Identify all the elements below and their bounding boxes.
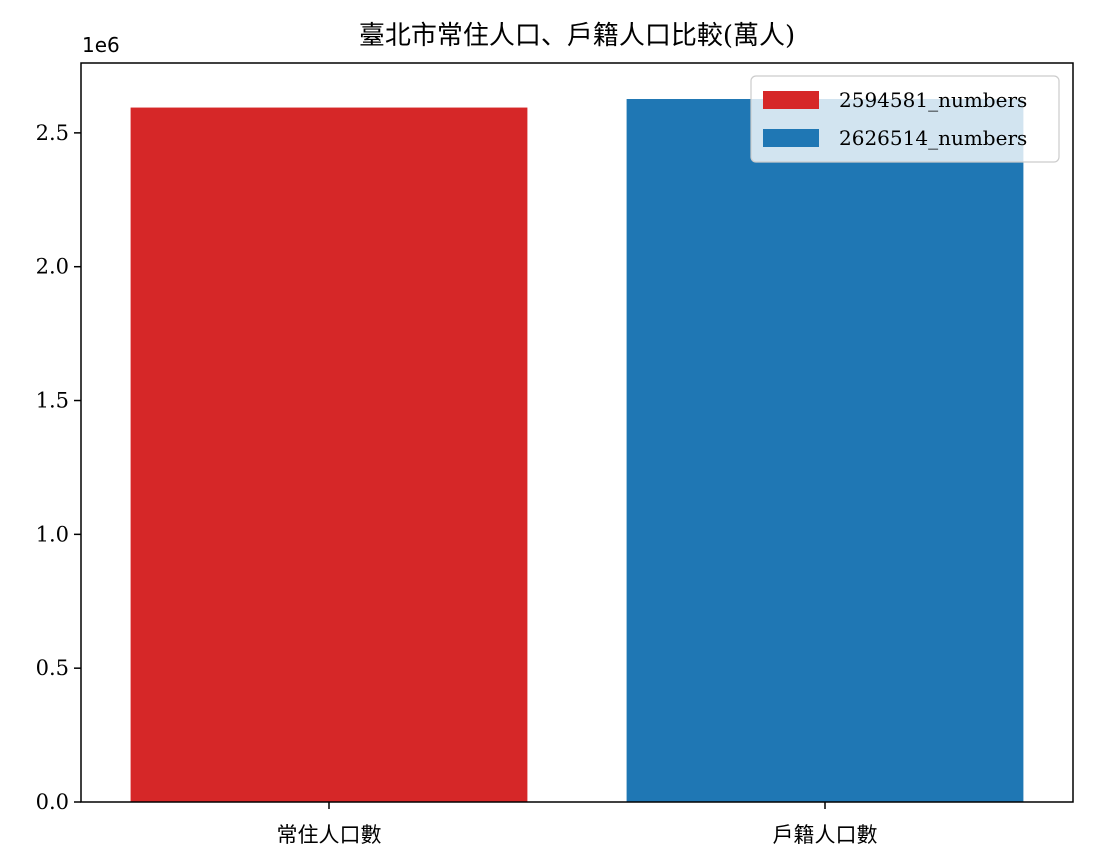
y-tick-label: 1.0	[36, 522, 69, 546]
y-tick-label: 2.5	[36, 121, 69, 145]
legend: 2594581_numbers 2626514_numbers	[750, 75, 1060, 163]
y-axis: 0.0 0.5 1.0 1.5 2.0 2.5	[36, 121, 81, 814]
legend-swatch	[763, 91, 819, 109]
y-axis-offset-label: 1e6	[82, 33, 120, 57]
legend-swatch	[763, 129, 819, 147]
y-tick-label: 0.5	[36, 656, 69, 680]
legend-box	[750, 75, 1060, 163]
bar-2	[626, 99, 1024, 802]
x-axis: 常住人口數 戶籍人口數	[277, 802, 878, 847]
legend-label: 2626514_numbers	[839, 126, 1027, 150]
bar-1	[130, 107, 528, 803]
chart-title: 臺北市常住人口、戶籍人口比較(萬人)	[359, 21, 795, 51]
plot-frame	[80, 62, 1074, 803]
x-tick-label: 常住人口數	[277, 823, 382, 847]
legend-label: 2594581_numbers	[839, 88, 1027, 112]
y-tick-label: 2.0	[36, 255, 69, 279]
x-tick-label: 戶籍人口數	[773, 823, 878, 847]
y-tick-label: 1.5	[36, 389, 69, 413]
bars-group	[130, 99, 1024, 803]
y-tick-label: 0.0	[36, 790, 69, 814]
